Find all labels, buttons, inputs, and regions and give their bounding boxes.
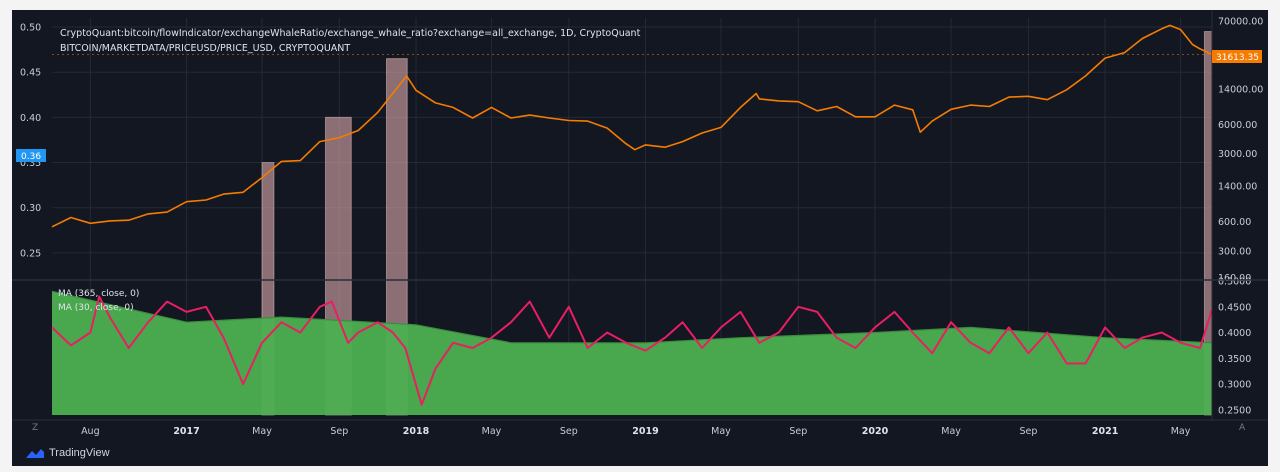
price-axis-tick: 300.00 [1218,246,1251,257]
left-axis-tick: 0.40 [20,113,41,124]
price-axis-tick: 14000.00 [1218,84,1263,95]
ratio-axis-tick: 0.4000 [1218,328,1251,339]
x-axis-tick: May [1171,426,1191,437]
price-axis-tick: 6000.00 [1218,120,1257,131]
ma30-line [51,295,1213,406]
left-axis-tick: 0.50 [20,23,41,34]
brand[interactable]: TradingView [26,447,110,459]
x-axis-tick: 2017 [173,426,199,437]
left-axis-tick: 0.45 [20,68,41,79]
price-axis-tick: 70000.00 [1218,16,1263,27]
x-axis-tick: May [941,426,961,437]
ratio-axis-tick: 0.2500 [1218,405,1251,416]
ratio-axis-tick: 0.3500 [1218,354,1251,365]
chart-frame: 0.50 0.45 0.40 0.35 0.30 0.25 70000.00 14000.00… [12,10,1268,466]
legend-ma30: MA (30, close, 0) [58,303,134,313]
x-axis-tick: 2021 [1092,426,1118,437]
ratio-axis-tick: 0.5000 [1218,277,1251,288]
left-axis-tick: 0.25 [20,248,41,259]
x-axis-tick: 2018 [403,426,430,437]
left-axis-tick: 0.30 [20,203,41,214]
ma365-area [51,290,1213,415]
series-lines [51,24,1213,406]
last-price-badge: 31613.35 [1212,50,1262,63]
x-axis-tick: 2020 [862,426,889,437]
x-axis-tick: Aug [81,426,100,437]
zoom-toggle-icon[interactable]: Z [32,423,38,433]
price-axis-tick: 3000.00 [1218,149,1257,160]
x-axis-tick: May [252,426,272,437]
price-axis-tick: 600.00 [1218,217,1251,228]
x-axis-tick: Sep [789,426,807,437]
ma365-fill [52,291,1212,415]
ratio-axis-tick: 0.3000 [1218,380,1251,391]
header-line-2: BITCOIN/MARKETDATA/PRICEUSD/PRICE_USD, C… [60,43,350,54]
ratio-axis-tick: 0.4500 [1218,302,1251,313]
brand-name: TradingView [49,447,110,459]
x-axis-tick: Sep [560,426,578,437]
x-axis-tick: Sep [330,426,348,437]
left-axis-tick: 0.35 [20,158,41,169]
x-axis-tick: Sep [1019,426,1037,437]
tradingview-logo-icon [26,449,44,458]
auto-scale-icon[interactable]: A [1239,423,1246,433]
header-line-1: CryptoQuant:bitcoin/flowIndicator/exchan… [60,28,641,39]
axes: 0.50 0.45 0.40 0.35 0.30 0.25 70000.00 14000.00… [12,10,1268,437]
legend-ma365: MA (365, close, 0) [58,289,139,299]
left-marker-badge: 0.36 [16,149,46,162]
price-axis-tick: 160.00 [1218,273,1251,284]
price-axis-tick: 1400.00 [1218,181,1257,192]
left-marker-value: 0.36 [21,152,41,162]
last-price-value: 31613.35 [1216,53,1259,63]
ma365-line [51,290,1213,344]
whale-ratio-chart: 0.50 0.45 0.40 0.35 0.30 0.25 70000.00 14000.00… [12,10,1268,437]
price-line [51,24,1213,228]
x-axis-tick: May [482,426,502,437]
x-axis-tick: May [711,426,731,437]
x-axis-tick: 2019 [632,426,658,437]
